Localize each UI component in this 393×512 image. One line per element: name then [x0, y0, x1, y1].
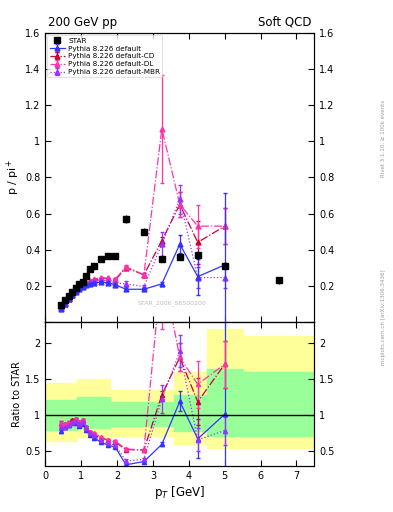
- Y-axis label: Ratio to STAR: Ratio to STAR: [12, 361, 22, 426]
- Y-axis label: p / pi$^{+}$: p / pi$^{+}$: [5, 160, 22, 196]
- Text: Soft QCD: Soft QCD: [258, 16, 312, 29]
- Text: Rivet 3.1.10, ≥ 100k events: Rivet 3.1.10, ≥ 100k events: [381, 100, 386, 177]
- Text: mcplots.cern.ch [arXiv:1306.3436]: mcplots.cern.ch [arXiv:1306.3436]: [381, 270, 386, 365]
- Legend: STAR, Pythia 8.226 default, Pythia 8.226 default-CD, Pythia 8.226 default-DL, Py: STAR, Pythia 8.226 default, Pythia 8.226…: [48, 35, 162, 77]
- Text: 200 GeV pp: 200 GeV pp: [48, 16, 117, 29]
- X-axis label: p$_{T}$ [GeV]: p$_{T}$ [GeV]: [154, 483, 206, 501]
- Text: STAR_2006_S6500200: STAR_2006_S6500200: [137, 301, 206, 306]
